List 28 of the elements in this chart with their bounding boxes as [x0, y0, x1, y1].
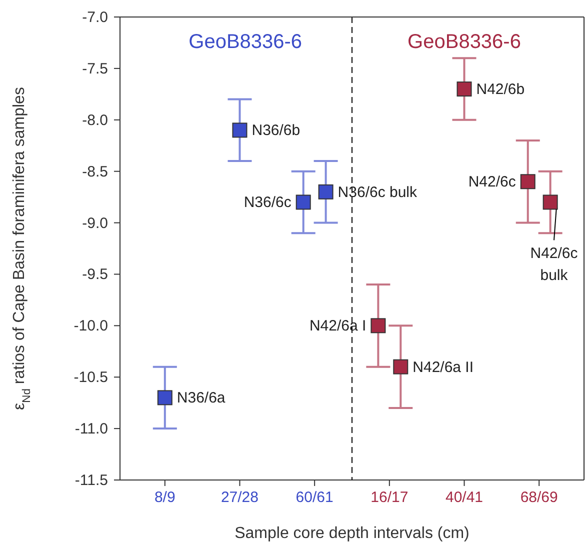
x-tick-label: 60/61	[296, 489, 334, 506]
x-tick-label: 27/28	[220, 489, 259, 506]
y-tick-label: -10.0	[74, 318, 108, 335]
y-tick-label: -11.5	[74, 472, 108, 489]
data-label: N42/6a I	[309, 318, 366, 335]
x-tick-label: 8/9	[154, 489, 176, 506]
data-label: N42/6c	[468, 174, 516, 191]
y-tick-label: -10.5	[74, 369, 108, 386]
data-label: N36/6a	[176, 390, 226, 407]
y-tick-label: -8.0	[82, 112, 108, 129]
x-tick-label: 68/69	[520, 489, 558, 506]
x-axis-title: Sample core depth intervals (cm)	[234, 525, 470, 542]
data-label: N42/6b	[476, 81, 525, 98]
y-tick-label: -9.5	[82, 266, 108, 284]
x-tick-label: 40/41	[445, 489, 484, 506]
text: GeoB8336-6	[408, 31, 521, 53]
data-label: N42/6a II	[412, 358, 474, 376]
y-tick-label: -9.0	[82, 214, 108, 232]
y-tick-label: -11.0	[74, 420, 108, 438]
data-label: N36/6c bulk	[338, 184, 418, 201]
text: GeoB8336-6	[188, 31, 302, 53]
data-label: N36/6b	[252, 122, 300, 140]
data-label: N36/6c	[244, 194, 292, 212]
y-tick-label: -8.5	[82, 163, 108, 180]
y-tick-label: -7.5	[82, 60, 108, 78]
data-label: N42/6c bulk	[530, 245, 578, 284]
x-tick-label: 16/17	[370, 489, 408, 506]
y-tick-label: -7.0	[82, 9, 108, 26]
